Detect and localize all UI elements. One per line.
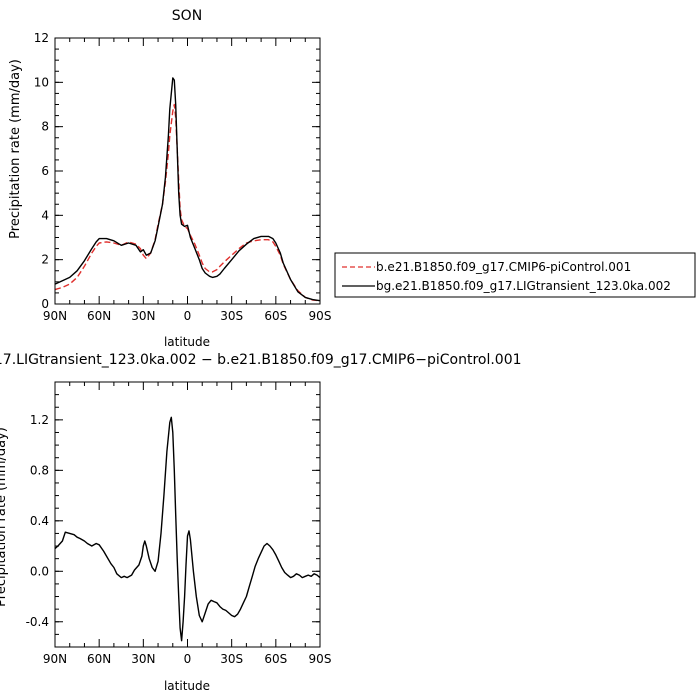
bottom-y-tick-label: 0.0 [30, 564, 49, 578]
top-x-tick-label: 0 [184, 309, 192, 323]
bottom-x-tick-label: 60S [264, 652, 287, 666]
top-panel: SON Precipitation rate (mm/day) latitude… [8, 8, 331, 349]
bottom-ticks: 90N 60N 30N 0 30S 60S 90S -0.4 0.0 0.4 0.8 1.2 [26, 381, 332, 666]
bottom-panel: bg.e21.B1850.f09_g17.LIGtransient_123.0k… [0, 352, 522, 693]
bottom-x-tick-label: 30S [220, 652, 243, 666]
bottom-marks [54, 416, 321, 642]
top-x-tick-label: 30S [220, 309, 243, 323]
bottom-x-axis-label: latitude [164, 679, 210, 693]
top-y-axis-label: Precipitation rate (mm/day) [8, 59, 23, 239]
top-series-line-1 [54, 77, 321, 302]
bottom-title: bg.e21.B1850.f09_g17.LIGtransient_123.0k… [0, 352, 522, 368]
top-y-tick-label: 12 [34, 31, 49, 45]
bottom-y-tick-label: 0.8 [30, 463, 49, 477]
bottom-x-tick-label: 90S [309, 652, 332, 666]
legend-label-ligtransient: bg.e21.B1850.f09_g17.LIGtransient_123.0k… [376, 279, 671, 293]
top-x-tick-label: 60N [87, 309, 111, 323]
top-y-tick-label: 4 [41, 208, 49, 222]
top-y-tick-label: 8 [41, 120, 49, 134]
bottom-y-axis-label: Precipitation rate (mm/day) [0, 427, 9, 607]
legend-box [334, 252, 696, 298]
bottom-y-tick-label: 0.4 [30, 514, 49, 528]
top-x-tick-label: 90S [309, 309, 332, 323]
top-x-tick-label: 60S [264, 309, 287, 323]
bottom-series-line-0 [54, 416, 321, 642]
top-y-tick-label: 0 [41, 297, 49, 311]
top-x-tick-label: 90N [43, 309, 67, 323]
top-marks [54, 77, 321, 302]
top-series-line-0 [54, 103, 321, 302]
top-title: SON [172, 8, 202, 24]
top-x-axis-label: latitude [164, 335, 210, 349]
bottom-y-tick-label: 1.2 [30, 413, 49, 427]
legend-label-picontrol: b.e21.B1850.f09_g17.CMIP6-piControl.001 [376, 260, 631, 274]
top-y-tick-label: 10 [34, 75, 49, 89]
legend: b.e21.B1850.f09_g17.CMIP6-piControl.001 … [334, 252, 696, 298]
top-ticks: 90N 60N 30N 0 30S 60S 90S 0 2 4 6 8 10 12 [34, 31, 332, 323]
bottom-x-tick-label: 0 [184, 652, 192, 666]
top-plot-frame [54, 37, 321, 305]
top-y-tick-label: 2 [41, 253, 49, 267]
top-x-tick-label: 30N [131, 309, 155, 323]
bottom-x-tick-label: 60N [87, 652, 111, 666]
bottom-x-tick-label: 90N [43, 652, 67, 666]
top-y-tick-label: 6 [41, 164, 49, 178]
bottom-y-tick-label: -0.4 [26, 615, 49, 629]
bottom-x-tick-label: 30N [131, 652, 155, 666]
bottom-plot-frame [54, 381, 321, 648]
